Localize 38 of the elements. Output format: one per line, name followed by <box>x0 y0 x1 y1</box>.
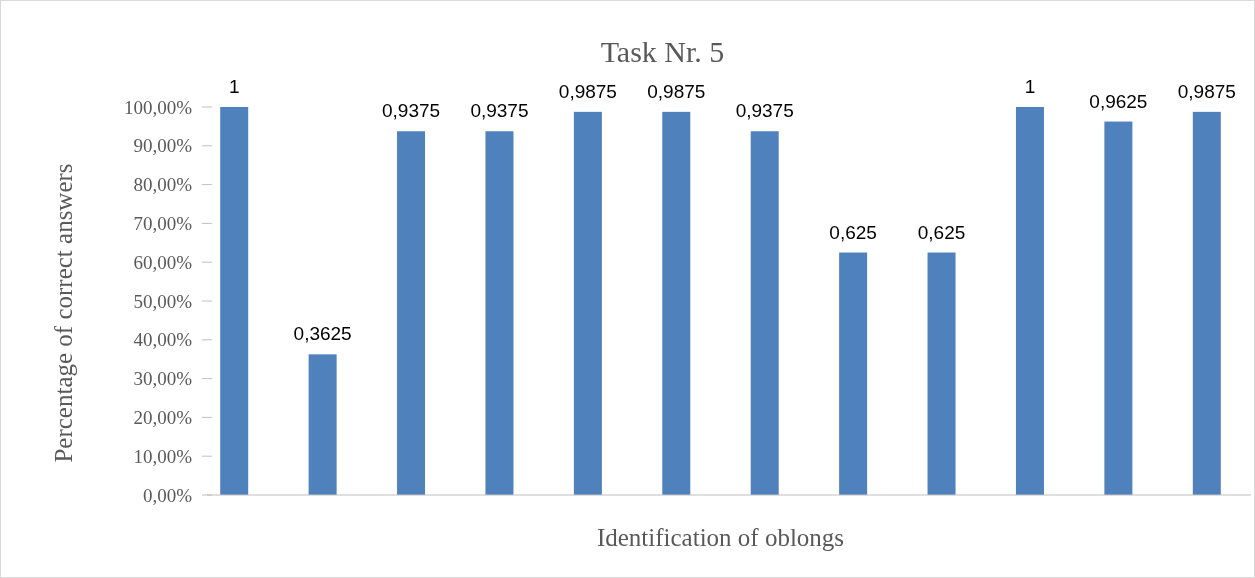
x-axis-title: Identification of oblongs <box>596 524 845 551</box>
bar <box>1015 107 1044 495</box>
y-tick-label: 0,00% <box>142 484 193 506</box>
bar <box>662 111 691 495</box>
y-tick-label: 70,00% <box>133 213 193 235</box>
data-label: 0,9875 <box>558 80 617 102</box>
bar <box>220 107 249 495</box>
bar <box>397 131 426 495</box>
data-label: 0,9375 <box>381 100 441 122</box>
y-tick-label: 80,00% <box>133 174 193 196</box>
y-tick-label: 100,00% <box>123 96 193 118</box>
y-tick-label: 60,00% <box>133 251 193 273</box>
chart-title: Task Nr. 5 <box>600 35 725 68</box>
bar <box>485 131 514 495</box>
data-label: 1 <box>1024 76 1036 97</box>
y-axis-title: Percentage of correct answers <box>50 163 77 463</box>
data-label: 0,9875 <box>1177 80 1236 102</box>
bar <box>750 131 779 495</box>
bar <box>839 252 868 495</box>
data-label: 0,3625 <box>293 323 352 345</box>
y-tick-label: 50,00% <box>133 290 193 312</box>
data-label: 0,9625 <box>1089 90 1148 112</box>
data-label: 0,625 <box>917 221 966 243</box>
y-tick-label: 10,00% <box>133 445 193 467</box>
data-label: 0,9375 <box>470 100 529 122</box>
y-tick-label: 90,00% <box>133 135 193 157</box>
data-label: 0,625 <box>829 221 877 243</box>
y-tick-label: 40,00% <box>133 329 193 351</box>
bar <box>1104 121 1133 495</box>
bar <box>308 354 337 495</box>
bar <box>927 252 956 495</box>
y-tick-label: 30,00% <box>133 368 193 390</box>
bar <box>573 111 602 495</box>
data-label: 0,9875 <box>647 80 706 102</box>
y-tick-label: 20,00% <box>133 407 193 429</box>
data-label: 1 <box>228 76 240 97</box>
data-label: 0,9375 <box>735 100 794 122</box>
bar <box>1192 111 1221 495</box>
